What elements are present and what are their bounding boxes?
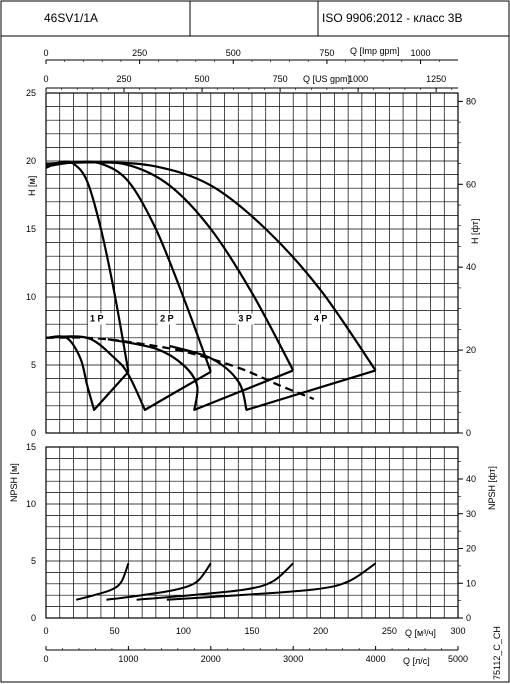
- npsh-curve-1: [75, 562, 130, 601]
- npsh-ft-tick-label: 10: [466, 578, 476, 588]
- head-ft-axis-label: H [фт]: [470, 219, 480, 244]
- head-ft-tick-label: 80: [466, 96, 476, 106]
- curve-label: 2 P: [160, 313, 174, 323]
- flow-ls-tick-label: 0: [43, 654, 48, 664]
- us-gpm-tick-label: 1250: [426, 74, 446, 84]
- flow-m3h-tick-label: 0: [43, 626, 48, 636]
- head-y-tick-label: 15: [26, 224, 36, 234]
- npsh-curve-2: [106, 562, 212, 601]
- npsh-y-tick-label: 15: [26, 442, 36, 452]
- head-y-tick-label: 20: [26, 156, 36, 166]
- us-gpm-tick-label: 1000: [348, 74, 368, 84]
- flow-ls-tick-label: 2000: [201, 654, 221, 664]
- head-curve-9: [169, 344, 376, 411]
- head-curve-8: [107, 338, 294, 411]
- npsh-y-tick-label: 0: [31, 613, 36, 623]
- curve-label: 1 P: [90, 313, 104, 323]
- head-curve-4: [45, 161, 377, 372]
- standard-title: ISO 9906:2012 - класс 3B: [322, 11, 462, 25]
- npsh-y-tick-label: 5: [31, 556, 36, 566]
- npsh-ft-axis-label: NPSH [фт]: [487, 466, 497, 510]
- imp-gpm-tick-label: 750: [319, 48, 334, 58]
- flow-m3h-tick-label: 200: [313, 626, 328, 636]
- head-ft-tick-label: 20: [466, 345, 476, 355]
- flow-ls-tick-label: 4000: [366, 654, 386, 664]
- model-title: 46SV1/1A: [44, 11, 98, 25]
- flow-m3h-tick-label: 150: [244, 626, 259, 636]
- drawing-code: 75112_C_CH: [492, 626, 502, 680]
- flow-ls-tick-label: 1000: [118, 654, 138, 664]
- imp-gpm-tick-label: 250: [132, 48, 147, 58]
- flow-ls-tick-label: 5000: [448, 654, 468, 664]
- npsh-curve-4: [166, 562, 377, 601]
- curve-label-bg: [87, 313, 106, 325]
- flow-m3h-tick-label: 250: [382, 626, 397, 636]
- flow-ls-label: Q [л/с]: [403, 656, 430, 666]
- head-y-tick-label: 5: [31, 360, 36, 370]
- head-ft-tick-label: 0: [466, 428, 471, 438]
- us-gpm-tick-label: 250: [117, 74, 132, 84]
- head-axis-label: H [м]: [27, 176, 37, 196]
- head-ft-tick-label: 40: [466, 262, 476, 272]
- npsh-curve-3: [136, 562, 294, 601]
- head-y-tick-label: 0: [31, 428, 36, 438]
- head-plot-frame: [45, 92, 459, 434]
- npsh-plot-frame: [45, 446, 459, 619]
- head-ft-tick-label: 60: [466, 179, 476, 189]
- curve-label: 3 P: [238, 313, 252, 323]
- head-y-tick-label: 25: [26, 88, 36, 98]
- curve-label-bg: [236, 313, 255, 325]
- flow-ls-tick-label: 3000: [283, 654, 303, 664]
- flow-m3h-tick-label: 50: [110, 626, 120, 636]
- imp-gpm-tick-label: 1000: [411, 48, 431, 58]
- us-gpm-tick-label: 0: [43, 74, 48, 84]
- head-y-tick-label: 10: [26, 292, 36, 302]
- npsh-ft-tick-label: 0: [466, 613, 471, 623]
- flow-m3h-label: Q [м³/ч]: [405, 628, 436, 638]
- us-gpm-tick-label: 500: [195, 74, 210, 84]
- imp-gpm-tick-label: 0: [43, 48, 48, 58]
- npsh-axis-label: NPSH [м]: [9, 463, 19, 502]
- us-gpm-label: Q [US gpm]: [303, 74, 350, 84]
- curve-label: 4 P: [314, 313, 328, 323]
- curve-label-bg: [157, 313, 176, 325]
- imp-gpm-label: Q [Imp gpm]: [350, 46, 400, 56]
- npsh-ft-tick-label: 40: [466, 474, 476, 484]
- flow-m3h-tick-label: 300: [450, 626, 465, 636]
- us-gpm-tick-label: 750: [273, 74, 288, 84]
- npsh-ft-tick-label: 30: [466, 509, 476, 519]
- curve-label-bg: [311, 313, 330, 325]
- head-curve-7: [45, 335, 212, 411]
- npsh-ft-tick-label: 20: [466, 544, 476, 554]
- npsh-y-tick-label: 10: [26, 499, 36, 509]
- imp-gpm-tick-label: 500: [226, 48, 241, 58]
- body-frame: [0, 35, 510, 683]
- flow-m3h-tick-label: 100: [176, 626, 191, 636]
